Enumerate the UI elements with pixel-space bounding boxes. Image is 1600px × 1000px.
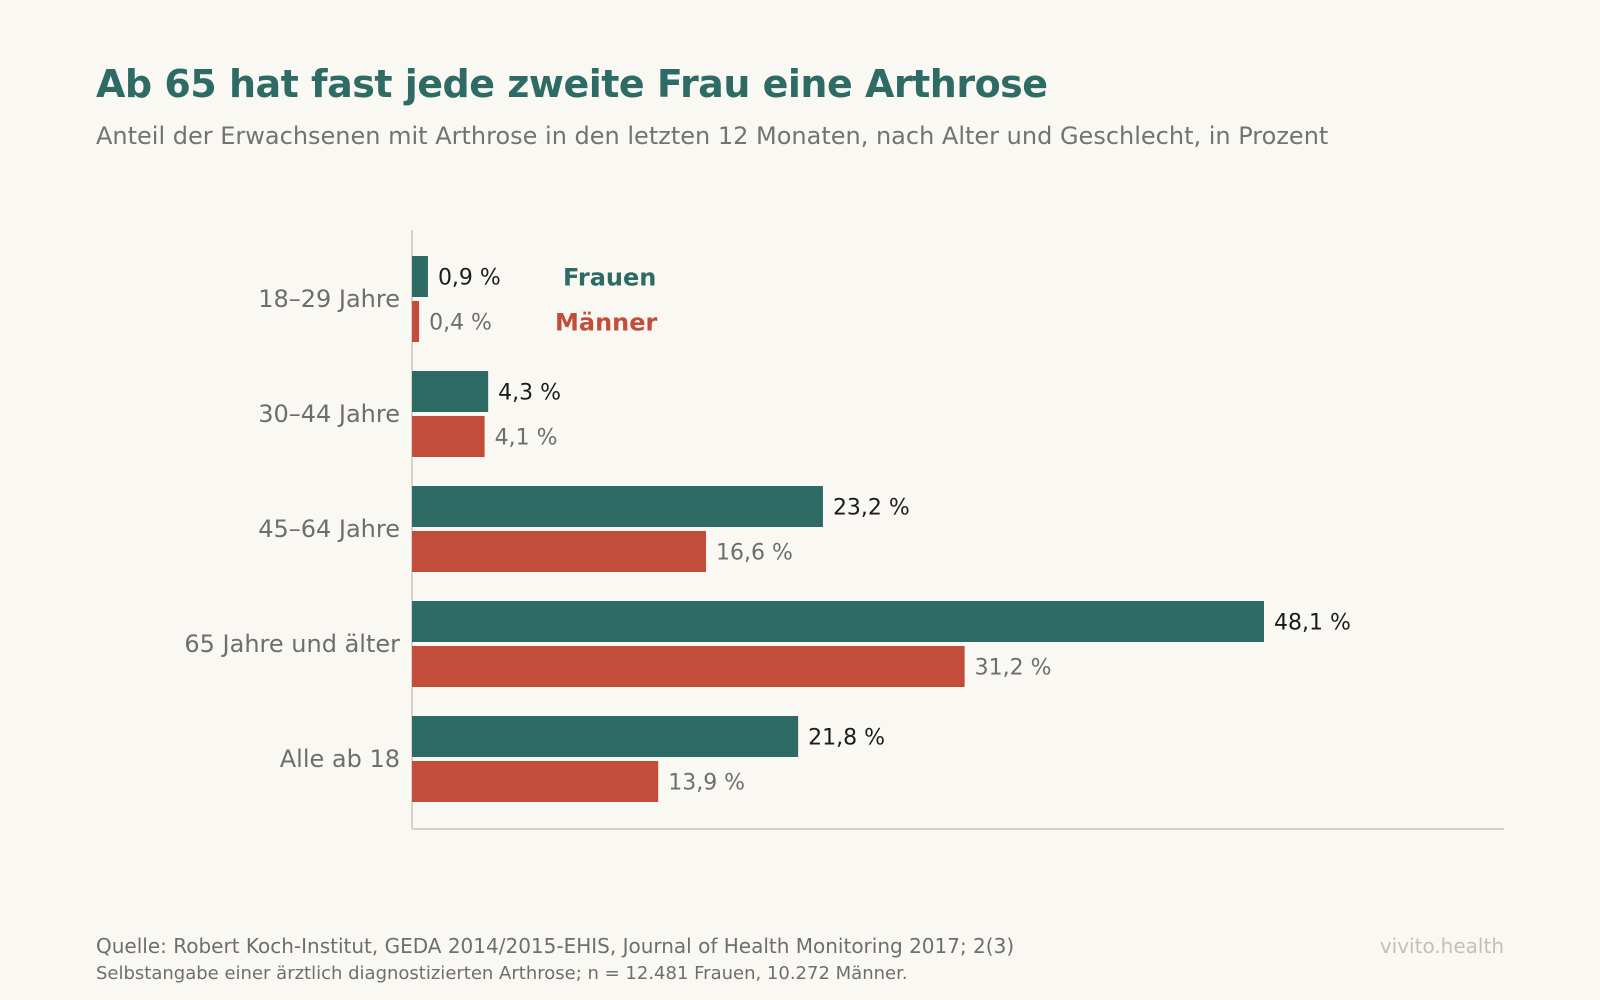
bar-frauen bbox=[412, 486, 823, 527]
data-label-maenner: 0,4 % bbox=[429, 311, 492, 336]
chart-subtitle: Anteil der Erwachsenen mit Arthrose in d… bbox=[96, 122, 1329, 150]
method-note: Selbstangabe einer ärztlich diagnostizie… bbox=[96, 963, 908, 984]
bar-maenner bbox=[412, 531, 707, 572]
bar-frauen bbox=[412, 371, 489, 412]
data-label-frauen: 0,9 % bbox=[438, 266, 501, 291]
data-label-frauen: 4,3 % bbox=[498, 381, 561, 406]
data-label-maenner: 16,6 % bbox=[716, 541, 793, 566]
legend-maenner: Männer bbox=[555, 309, 658, 337]
data-label-frauen: 23,2 % bbox=[833, 496, 910, 521]
brand-mark: vivito.health bbox=[1379, 934, 1504, 958]
category-label: Alle ab 18 bbox=[280, 745, 400, 773]
category-label: 18–29 Jahre bbox=[258, 285, 400, 313]
data-label-frauen: 21,8 % bbox=[808, 726, 885, 751]
bar-maenner bbox=[412, 301, 420, 342]
category-label: 65 Jahre und älter bbox=[184, 630, 400, 658]
legend-frauen: Frauen bbox=[563, 264, 656, 292]
bar-frauen bbox=[412, 256, 428, 297]
source-note: Quelle: Robert Koch-Institut, GEDA 2014/… bbox=[96, 934, 1015, 958]
chart-title: Ab 65 hat fast jede zweite Frau eine Art… bbox=[96, 62, 1048, 106]
bar-maenner bbox=[412, 646, 965, 687]
data-label-maenner: 31,2 % bbox=[975, 656, 1052, 681]
bar-maenner bbox=[412, 761, 659, 802]
bar-maenner bbox=[412, 416, 485, 457]
category-label: 30–44 Jahre bbox=[258, 400, 400, 428]
bar-frauen bbox=[412, 601, 1264, 642]
category-label: 45–64 Jahre bbox=[258, 515, 400, 543]
bar-chart: 18–29 Jahre 0,9 % 0,4 % 30–44 Jahre 4,3 % 4,1… bbox=[184, 230, 1504, 830]
bar-frauen bbox=[412, 716, 799, 757]
data-label-frauen: 48,1 % bbox=[1274, 611, 1351, 636]
data-label-maenner: 13,9 % bbox=[668, 771, 745, 796]
data-label-maenner: 4,1 % bbox=[495, 426, 558, 451]
